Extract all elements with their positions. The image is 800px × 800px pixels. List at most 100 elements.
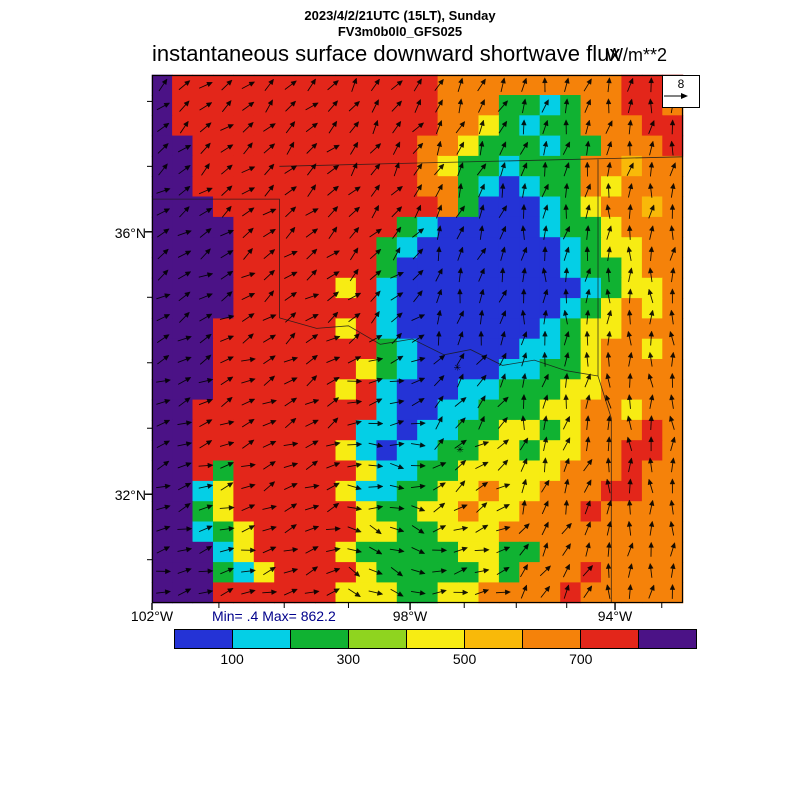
wind-arrow — [283, 462, 299, 469]
flux-cell — [560, 399, 582, 421]
flux-cell — [172, 277, 194, 299]
wind-arrow — [241, 293, 256, 301]
wind-arrow — [413, 184, 422, 197]
wind-arrow — [390, 420, 405, 427]
wind-arrow — [476, 163, 487, 176]
flux-cell — [335, 419, 357, 441]
flux-cell — [601, 379, 622, 401]
wind-arrow — [647, 478, 654, 494]
wind-arrow — [390, 185, 403, 196]
wind-arrow — [478, 183, 485, 198]
flux-cell — [151, 440, 173, 462]
flux-cell — [396, 216, 418, 238]
wind-arrow — [198, 483, 214, 489]
wind-arrow — [350, 141, 359, 155]
flux-cell — [355, 237, 377, 259]
flux-cell — [437, 318, 459, 340]
wind-arrow — [521, 77, 528, 92]
flux-cell — [396, 155, 418, 177]
reference-arrow-icon — [664, 93, 688, 99]
flux-cell — [417, 176, 439, 198]
flux-cell — [417, 74, 439, 96]
wind-arrow — [241, 483, 256, 490]
flux-cell — [396, 521, 418, 543]
colorbar-segment-3 — [349, 630, 407, 648]
flux-cell — [621, 95, 643, 116]
wind-arrow — [347, 484, 362, 491]
wind-arrow — [478, 330, 484, 346]
wind-arrow — [177, 335, 192, 342]
wind-arrow — [542, 309, 548, 325]
wind-arrow — [584, 161, 591, 177]
wind-arrow — [606, 140, 613, 156]
flux-cell — [519, 318, 541, 340]
state-border — [152, 198, 280, 318]
flux-cell — [580, 399, 602, 421]
flux-cell — [437, 155, 459, 177]
wind-arrow — [198, 272, 214, 278]
wind-arrow — [241, 187, 256, 195]
flux-cell — [539, 135, 561, 157]
flux-cell — [580, 379, 602, 401]
wind-arrow — [199, 228, 212, 238]
flux-cell — [437, 196, 459, 218]
flux-cell — [213, 277, 234, 299]
wind-arrow — [585, 204, 591, 219]
wind-arrow — [221, 79, 233, 91]
wind-arrow — [371, 204, 379, 219]
flux-cell — [396, 480, 418, 502]
flux-cell — [417, 338, 439, 360]
wind-arrow — [648, 394, 655, 409]
flux-cell — [376, 257, 398, 279]
flux-cell — [233, 379, 255, 401]
wind-arrow — [521, 119, 527, 135]
wind-arrow — [262, 525, 277, 532]
flux-cell — [376, 440, 398, 462]
flux-cell — [417, 379, 439, 401]
flux-cell — [192, 379, 214, 401]
wind-arrow — [520, 563, 528, 578]
wind-arrow — [563, 499, 570, 515]
flux-cell — [233, 501, 255, 523]
wind-arrow — [584, 521, 591, 536]
wind-arrow — [177, 547, 193, 553]
wind-arrow — [221, 205, 232, 218]
flux-cell — [519, 460, 541, 482]
colorbar-label-300: 300 — [336, 651, 360, 667]
wind-arrow — [627, 119, 633, 135]
wind-arrow — [542, 119, 549, 135]
flux-cell — [458, 440, 479, 462]
flux-cell — [396, 196, 418, 218]
wind-arrow — [220, 144, 234, 153]
wind-arrow — [648, 98, 654, 114]
wind-arrow — [305, 122, 319, 133]
wind-arrow — [156, 293, 171, 300]
wind-arrow — [284, 377, 298, 385]
flux-cell — [315, 359, 337, 380]
flux-cell — [192, 521, 214, 543]
wind-arrow — [326, 271, 340, 280]
flux-cell — [315, 155, 337, 177]
flux-cell — [519, 419, 541, 441]
wind-arrow — [263, 228, 276, 238]
flux-cell — [376, 298, 398, 319]
wind-arrow — [541, 373, 549, 388]
flux-cell — [233, 318, 255, 340]
wind-arrow — [669, 583, 676, 599]
wind-arrow — [263, 566, 276, 576]
wind-arrow — [648, 457, 654, 473]
flux-cell — [315, 541, 337, 563]
flux-cell — [478, 318, 500, 340]
flux-cell — [458, 216, 479, 238]
wind-arrow — [605, 562, 612, 578]
wind-arrow — [669, 224, 675, 240]
flux-cell — [580, 480, 602, 502]
flux-cell — [294, 359, 316, 380]
flux-cell — [417, 521, 439, 543]
flux-cell — [621, 257, 643, 279]
wind-arrow — [456, 352, 465, 366]
flux-cell — [478, 541, 500, 563]
flux-cell — [621, 115, 643, 137]
wind-arrow — [520, 309, 527, 325]
flux-cell — [458, 460, 479, 482]
